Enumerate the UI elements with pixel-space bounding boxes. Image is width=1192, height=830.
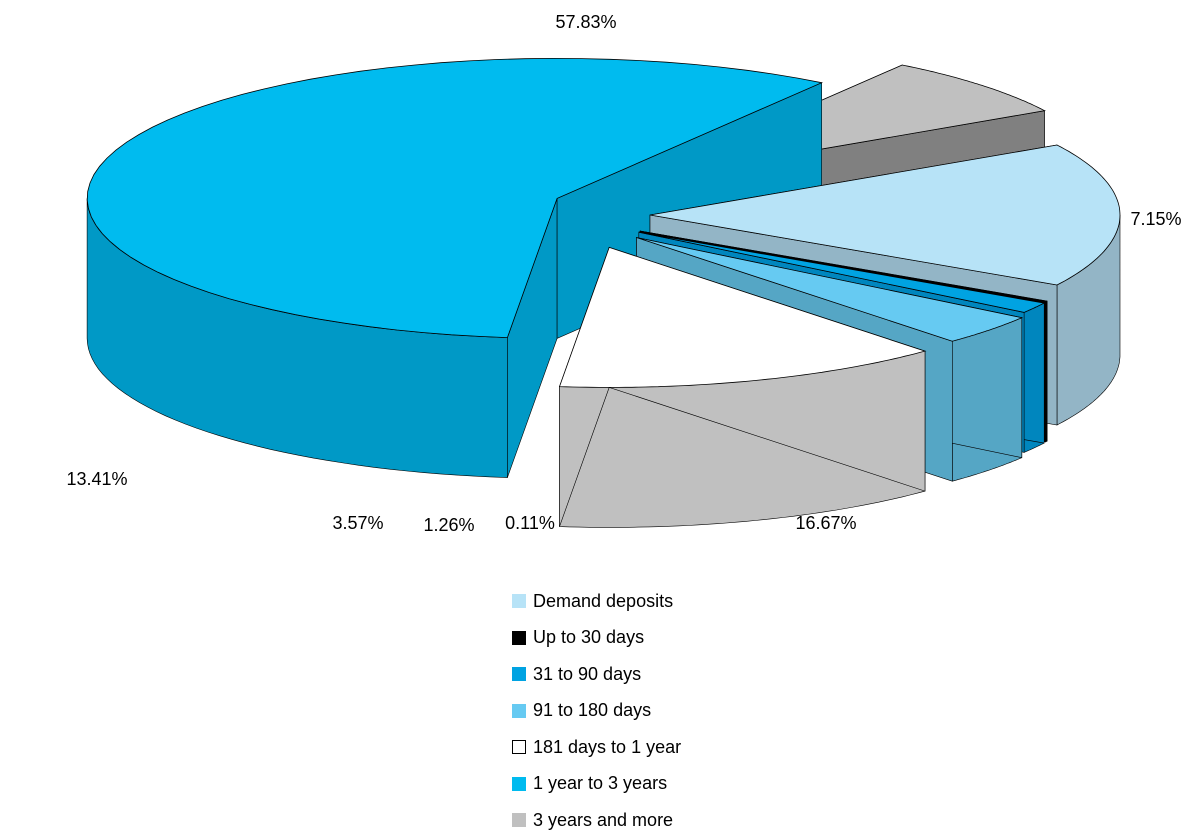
legend-label: 181 days to 1 year xyxy=(533,737,681,758)
legend-swatch xyxy=(512,704,526,718)
legend-swatch xyxy=(512,813,526,827)
legend-item: 31 to 90 days xyxy=(512,656,681,693)
data-label: 16.67% xyxy=(795,513,856,533)
legend-item: 3 years and more xyxy=(512,802,681,830)
legend-label: Demand deposits xyxy=(533,591,673,612)
legend-swatch xyxy=(512,667,526,681)
legend-label: 91 to 180 days xyxy=(533,700,651,721)
legend-swatch xyxy=(512,777,526,791)
data-label: 7.15% xyxy=(1130,209,1181,229)
legend-label: 3 years and more xyxy=(533,810,673,830)
legend-label: Up to 30 days xyxy=(533,627,644,648)
legend-label: 31 to 90 days xyxy=(533,664,641,685)
legend-item: 181 days to 1 year xyxy=(512,729,681,766)
legend: Demand deposits Up to 30 days 31 to 90 day… xyxy=(512,583,681,830)
legend-item: 91 to 180 days xyxy=(512,693,681,730)
legend-item: Up to 30 days xyxy=(512,620,681,657)
legend-item: Demand deposits xyxy=(512,583,681,620)
data-label: 57.83% xyxy=(555,12,616,32)
data-label: 3.57% xyxy=(332,513,383,533)
data-label: 0.11% xyxy=(505,513,555,533)
legend-label: 1 year to 3 years xyxy=(533,773,667,794)
legend-swatch xyxy=(512,740,526,754)
legend-item: 1 year to 3 years xyxy=(512,766,681,803)
data-label: 13.41% xyxy=(66,469,127,489)
pie-slices xyxy=(87,58,1120,527)
data-label: 1.26% xyxy=(423,515,474,535)
legend-swatch xyxy=(512,631,526,645)
legend-swatch xyxy=(512,594,526,608)
